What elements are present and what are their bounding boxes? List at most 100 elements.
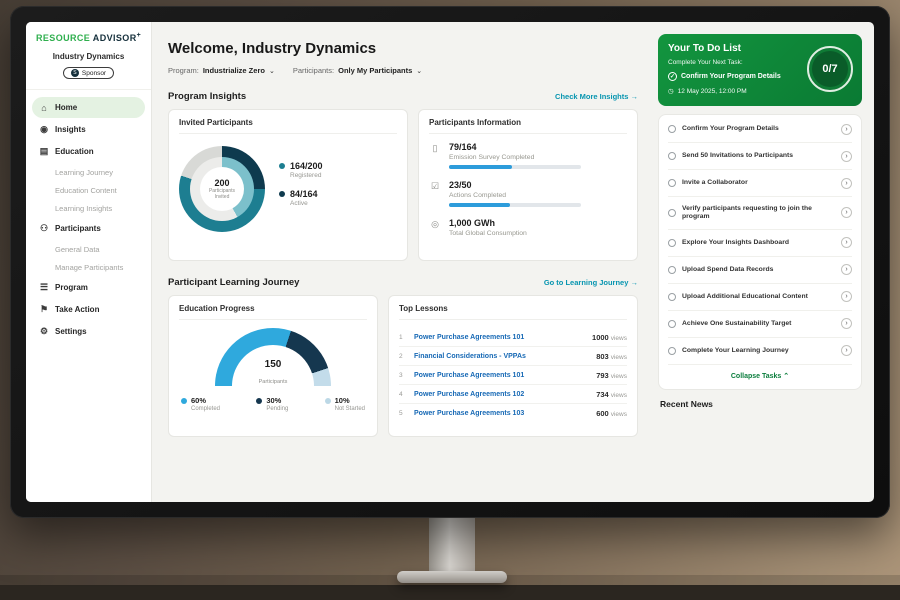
task-label: Confirm Your Program Details [682, 124, 779, 132]
todo-task[interactable]: Explore Your Insights Dashboard › [668, 230, 852, 257]
task-checkbox[interactable] [668, 238, 676, 247]
chevron-right-icon[interactable]: › [841, 177, 852, 189]
todo-summary-card: Your To Do List Complete Your Next Task:… [658, 34, 862, 106]
chevron-right-icon[interactable]: › [841, 237, 852, 249]
lesson-link[interactable]: Power Purchase Agreements 101 [414, 371, 525, 379]
chevron-down-icon[interactable]: ⌄ [268, 67, 275, 75]
lesson-link[interactable]: Power Purchase Agreements 102 [414, 390, 525, 398]
legend-label: Registered [290, 172, 322, 179]
participants-filter: Participants: Only My Participants ⌄ [293, 66, 422, 75]
task-label: Explore Your Insights Dashboard [682, 238, 790, 246]
lesson-link[interactable]: Power Purchase Agreements 101 [414, 333, 525, 341]
collapse-tasks-link[interactable]: Collapse Tasks ⌃ [668, 365, 852, 388]
lesson-link[interactable]: Power Purchase Agreements 103 [414, 409, 525, 417]
todo-task[interactable]: Upload Spend Data Records › [668, 257, 852, 284]
sidebar-item-program[interactable]: ☰ Program [32, 277, 145, 298]
todo-task[interactable]: Complete Your Learning Journey › [668, 338, 852, 365]
task-checkbox[interactable] [668, 265, 676, 274]
task-checkbox[interactable] [668, 152, 676, 160]
chevron-right-icon[interactable]: › [841, 207, 852, 219]
task-label: Send 50 Invitations to Participants [682, 151, 794, 159]
chevron-right-icon[interactable]: › [841, 318, 852, 330]
sidebar-item-participants[interactable]: ⚇ Participants [32, 218, 145, 239]
program-filter: Program: Industrialize Zero ⌄ [168, 66, 275, 75]
org-name: Industry Dynamics [52, 52, 125, 61]
info-label: Actions Completed [449, 192, 507, 199]
go-to-learning-journey-link[interactable]: Go to Learning Journey → [544, 278, 638, 287]
todo-task[interactable]: Verify participants requesting to join t… [668, 197, 852, 230]
task-checkbox[interactable] [668, 292, 676, 301]
todo-task[interactable]: Achieve One Sustainability Target › [668, 311, 852, 338]
sidebar-item-education-content[interactable]: Education Content [32, 181, 145, 199]
donut-center-value: 200 [214, 178, 230, 188]
lesson-row: 4 Power Purchase Agreements 102 734 views [399, 385, 627, 404]
info-value: 1,000 GWh [449, 218, 496, 228]
sidebar-item-manage-participants[interactable]: Manage Participants [32, 258, 145, 276]
registered-dot [279, 163, 285, 169]
task-checkbox[interactable] [668, 179, 676, 187]
program-filter-value[interactable]: Industrialize Zero [202, 66, 265, 75]
chevron-right-icon[interactable]: › [841, 345, 852, 357]
clock-icon: ◷ [668, 88, 674, 95]
sponsor-badge[interactable]: S Sponsor [62, 67, 115, 79]
sponsor-icon: S [70, 69, 79, 77]
task-checkbox[interactable] [668, 125, 676, 133]
task-label: Upload Spend Data Records [682, 265, 774, 273]
survey-progress-bar [449, 165, 581, 169]
todo-task[interactable]: Upload Additional Educational Content › [668, 284, 852, 311]
sidebar-item-label: Manage Participants [55, 262, 124, 272]
task-checkbox[interactable] [668, 346, 676, 355]
task-label: Verify participants requesting to join t… [682, 204, 812, 220]
todo-panel: Your To Do List Complete Your Next Task:… [650, 22, 874, 502]
lesson-views: 734 views [596, 389, 627, 399]
todo-task[interactable]: Confirm Your Program Details › [668, 116, 852, 143]
learning-journey-header: Participant Learning Journey Go to Learn… [168, 277, 638, 288]
todo-title: Your To Do List [668, 43, 741, 54]
sidebar-item-settings[interactable]: ⚙ Settings [32, 321, 145, 342]
todo-task[interactable]: Send 50 Invitations to Participants › [668, 143, 852, 170]
main-content: Welcome, Industry Dynamics Program: Indu… [152, 22, 650, 502]
check-more-insights-link[interactable]: Check More Insights → [555, 92, 638, 101]
education-legend: 60% Completed 30% Pending [179, 388, 367, 412]
settings-icon: ⚙ [39, 326, 49, 336]
sidebar-item-education[interactable]: ▤ Education [32, 141, 145, 162]
task-checkbox[interactable] [668, 208, 676, 217]
sidebar-item-take-action[interactable]: ⚑ Take Action [32, 299, 145, 320]
card-title: Invited Participants [179, 118, 397, 134]
pending-dot [256, 398, 263, 404]
sidebar-item-learning-insights[interactable]: Learning Insights [32, 199, 145, 217]
info-row: ☑ 23/50 Actions Completed [429, 180, 627, 207]
chevron-down-icon[interactable]: ⌄ [416, 67, 423, 75]
active-dot [279, 191, 285, 197]
participants-filter-label: Participants: [292, 66, 335, 75]
survey-icon: ▯ [432, 143, 438, 153]
todo-next-task[interactable]: ✓ Confirm Your Program Details [668, 72, 798, 81]
participants-icon: ⚇ [39, 223, 49, 233]
task-checkbox[interactable] [668, 319, 676, 328]
invited-participants-card: Invited Participants 200 Participants In… [168, 109, 408, 261]
sidebar-item-insights[interactable]: ◉ Insights [32, 119, 145, 140]
sidebar-item-learning-journey[interactable]: Learning Journey [32, 163, 145, 181]
info-row: ▯ 79/164 Emission Survey Completed [429, 142, 627, 169]
sidebar-item-label: Participants [55, 224, 101, 233]
chevron-right-icon[interactable]: › [841, 123, 852, 135]
sidebar-item-general-data[interactable]: General Data [32, 240, 145, 258]
take-action-icon: ⚑ [39, 304, 49, 314]
legend-label: Active [290, 200, 308, 207]
lesson-row: 1 Power Purchase Agreements 101 1000 view… [399, 328, 627, 347]
link-label: Check More Insights [555, 92, 629, 101]
gauge-center: 150 Participants [215, 359, 331, 388]
chevron-right-icon[interactable]: › [841, 264, 852, 276]
sidebar-item-home[interactable]: ⌂ Home [32, 97, 145, 118]
participants-filter-value[interactable]: Only My Participants [338, 66, 413, 75]
chevron-right-icon[interactable]: › [841, 150, 852, 162]
lesson-views: 1000 views [592, 332, 627, 342]
todo-task[interactable]: Invite a Collaborator › [668, 170, 852, 197]
filters-row: Program: Industrialize Zero ⌄ Participan… [168, 66, 638, 75]
page-title: Welcome, Industry Dynamics [168, 40, 377, 57]
lesson-link[interactable]: Financial Considerations - VPPAs [414, 352, 526, 360]
education-progress-card: Education Progress 150 Participants 60% … [168, 295, 378, 437]
info-value: 23/50 [449, 180, 472, 190]
card-title: Top Lessons [399, 304, 627, 320]
chevron-right-icon[interactable]: › [841, 291, 852, 303]
